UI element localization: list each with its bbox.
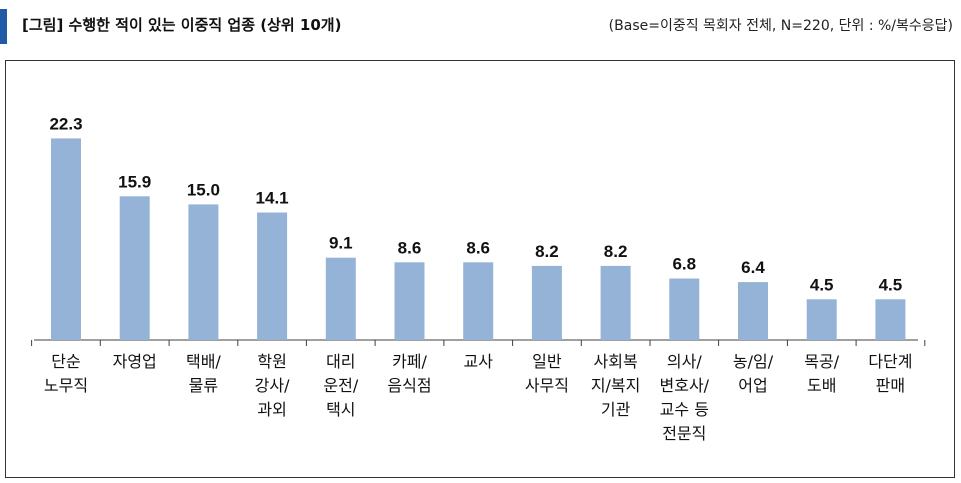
category-label: 일반 사무직: [525, 352, 569, 395]
bar: [257, 212, 288, 340]
data-label: 6.8: [672, 255, 696, 274]
category-label: 농/임/어업: [733, 352, 774, 395]
bar: [875, 299, 906, 340]
category-label: 단순 노무직: [44, 352, 88, 395]
bar: [394, 262, 425, 340]
category-label: 다단계 판매: [868, 352, 912, 395]
bar: [738, 282, 768, 340]
data-label: 8.2: [535, 242, 559, 261]
data-label: 6.4: [741, 258, 765, 277]
data-label: 15.9: [118, 172, 151, 191]
bar: [51, 138, 81, 340]
data-label: 8.2: [604, 242, 628, 261]
base-note: (Base=이중직 목회자 전체, N=220, 단위 : %/복수응답): [608, 18, 953, 34]
category-label: 카페/음식점: [387, 352, 431, 395]
bar: [806, 299, 837, 340]
data-label: 22.3: [49, 114, 82, 133]
data-label: 15.0: [187, 180, 220, 199]
bar: [325, 257, 356, 340]
category-label: 의사/변호사/교수 등 전문직: [660, 352, 710, 443]
bar: [669, 278, 700, 340]
data-label: 14.1: [256, 189, 289, 208]
chart-frame: [5, 60, 955, 478]
data-label: 8.6: [398, 238, 422, 257]
title-accent-bar: [0, 9, 7, 44]
category-label: 자영업: [113, 352, 157, 371]
category-label: 학원 강사/과외: [255, 352, 290, 419]
bar: [188, 204, 219, 340]
category-label: 대리 운전/택시: [323, 352, 358, 419]
category-label: 택배/물류: [186, 352, 221, 395]
bar: [600, 265, 631, 340]
data-label: 4.5: [879, 275, 903, 294]
category-label: 사회복 지/복지 기관: [591, 352, 641, 419]
bar: [531, 265, 562, 340]
bar: [463, 262, 494, 340]
category-label: 교사: [463, 352, 493, 371]
bar: [119, 196, 150, 340]
data-label: 4.5: [810, 275, 834, 294]
data-label: 9.1: [329, 234, 353, 253]
category-label: 목공/도배: [804, 352, 839, 395]
data-label: 8.6: [466, 238, 490, 257]
chart-title: [그림] 수행한 적이 있는 이중직 업종 (상위 10개): [22, 16, 342, 34]
